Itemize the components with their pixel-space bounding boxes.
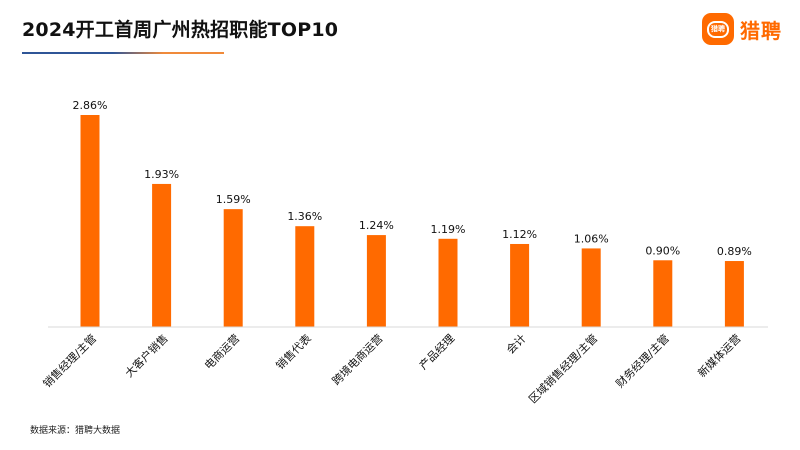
title-underline xyxy=(22,52,224,54)
logo-badge-icon: 猎聘 xyxy=(702,13,734,45)
bar-10 xyxy=(724,261,744,327)
bar-3 xyxy=(223,209,243,327)
data-label-3: 1.59% xyxy=(216,193,251,206)
x-tick-label-5: 跨境电商运营 xyxy=(329,331,386,388)
x-tick-label-9: 财务经理/主管 xyxy=(613,331,672,390)
bar-5 xyxy=(366,235,386,327)
bar-6 xyxy=(438,238,458,327)
x-tick-label-2: 大客户销售 xyxy=(122,331,171,380)
x-tick-label-7: 会计 xyxy=(504,332,529,357)
data-label-6: 1.19% xyxy=(431,223,466,236)
bar-1 xyxy=(80,115,100,327)
data-label-7: 1.12% xyxy=(502,228,537,241)
data-label-2: 1.93% xyxy=(144,168,179,181)
bar-4 xyxy=(295,226,315,327)
bar-7 xyxy=(510,243,530,327)
data-label-4: 1.36% xyxy=(287,210,322,223)
data-label-5: 1.24% xyxy=(359,219,394,232)
x-tick-label-1: 销售经理/主管 xyxy=(40,331,99,390)
x-tick-label-3: 电商运营 xyxy=(201,331,242,372)
liepin-logo: 猎聘 猎聘 xyxy=(702,13,782,45)
x-tick-label-10: 新媒体运营 xyxy=(695,331,744,380)
data-label-8: 1.06% xyxy=(574,232,609,245)
bar-2 xyxy=(152,183,172,327)
x-tick-label-8: 区域销售经理/主管 xyxy=(526,331,601,406)
x-tick-label-6: 产品经理 xyxy=(416,331,457,372)
chat-bubble-icon: 猎聘 xyxy=(707,20,729,38)
data-label-1: 2.86% xyxy=(73,99,108,112)
source-note: 数据来源：猎聘大数据 xyxy=(30,426,121,436)
bar-8 xyxy=(581,248,601,327)
logo-text: 猎聘 xyxy=(740,18,782,43)
data-label-9: 0.90% xyxy=(645,244,680,257)
x-tick-label-4: 销售代表 xyxy=(273,331,314,372)
bar-9 xyxy=(653,260,673,327)
data-label-10: 0.89% xyxy=(717,245,752,258)
page-title: 2024开工首周广州热招职能TOP10 xyxy=(22,19,339,41)
